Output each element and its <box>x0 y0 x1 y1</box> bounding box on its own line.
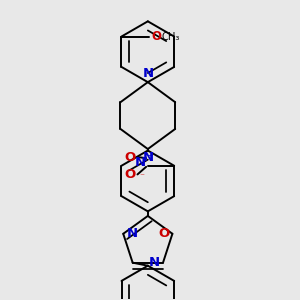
Text: N: N <box>142 151 153 164</box>
Text: O: O <box>124 168 135 181</box>
Text: N: N <box>142 67 153 80</box>
Text: O: O <box>151 30 161 43</box>
Text: N: N <box>148 256 160 269</box>
Text: +: + <box>146 152 153 160</box>
Text: ⁻: ⁻ <box>139 172 144 181</box>
Text: N: N <box>135 156 146 169</box>
Text: O: O <box>124 151 135 164</box>
Text: N: N <box>127 227 138 240</box>
Text: O: O <box>158 227 169 240</box>
Text: CH₃: CH₃ <box>162 32 180 41</box>
